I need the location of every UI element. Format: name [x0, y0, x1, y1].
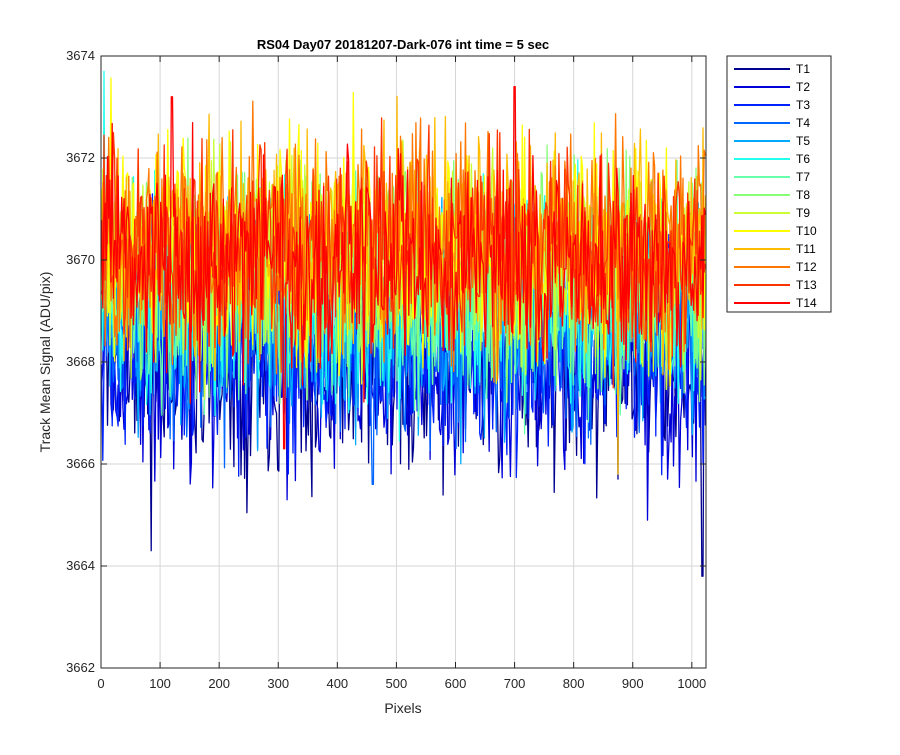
- chart-title: RS04 Day07 20181207-Dark-076 int time = …: [257, 37, 549, 52]
- series-line-t14: [100, 85, 707, 450]
- y-tick-label: 3672: [66, 150, 95, 165]
- y-tick-label: 3670: [66, 252, 95, 267]
- legend-label-t12: T12: [796, 260, 817, 274]
- y-tick-label: 3662: [66, 660, 95, 675]
- legend-label-t3: T3: [796, 98, 810, 112]
- x-axis: 0 100 200 300 400 500 600 700 800 900 1000: [97, 56, 706, 691]
- x-tick-label: 200: [208, 676, 230, 691]
- legend-label-t8: T8: [796, 188, 810, 202]
- legend-label-t10: T10: [796, 224, 817, 238]
- legend-label-t2: T2: [796, 80, 810, 94]
- x-tick-label: 0: [97, 676, 104, 691]
- legend-label-t7: T7: [796, 170, 810, 184]
- x-tick-label: 100: [149, 676, 171, 691]
- legend-label-t9: T9: [796, 206, 810, 220]
- x-tick-label: 500: [386, 676, 408, 691]
- x-tick-label: 800: [563, 676, 585, 691]
- y-tick-label: 3664: [66, 558, 95, 573]
- x-tick-label: 300: [267, 676, 289, 691]
- x-tick-label: 900: [622, 676, 644, 691]
- x-tick-label: 1000: [677, 676, 706, 691]
- x-axis-label: Pixels: [384, 700, 421, 716]
- legend-box: [726, 55, 832, 313]
- legend-label-t6: T6: [796, 152, 810, 166]
- legend-label-t11: T11: [796, 242, 816, 256]
- legend-label-t14: T14: [796, 296, 817, 310]
- legend-label-t1: T1: [796, 62, 810, 76]
- series-group: [100, 70, 707, 577]
- y-axis: 3662 3664 3666 3668 3670 3672 3674: [66, 48, 706, 675]
- legend-label-t4: T4: [796, 116, 810, 130]
- y-tick-label: 3674: [66, 48, 95, 63]
- x-tick-label: 700: [504, 676, 526, 691]
- y-tick-label: 3666: [66, 456, 95, 471]
- y-tick-label: 3668: [66, 354, 95, 369]
- x-tick-label: 400: [326, 676, 348, 691]
- series-line-t4: [100, 199, 707, 486]
- y-axis-label: Track Mean Signal (ADU/pix): [37, 272, 53, 453]
- legend-label-t5: T5: [796, 134, 810, 148]
- legend-label-t13: T13: [796, 278, 817, 292]
- x-tick-label: 600: [445, 676, 467, 691]
- legend: T1 T2 T3 T4 T5 T6 T7 T8 T9 T10 T11 T12 T13 T14: [726, 55, 832, 313]
